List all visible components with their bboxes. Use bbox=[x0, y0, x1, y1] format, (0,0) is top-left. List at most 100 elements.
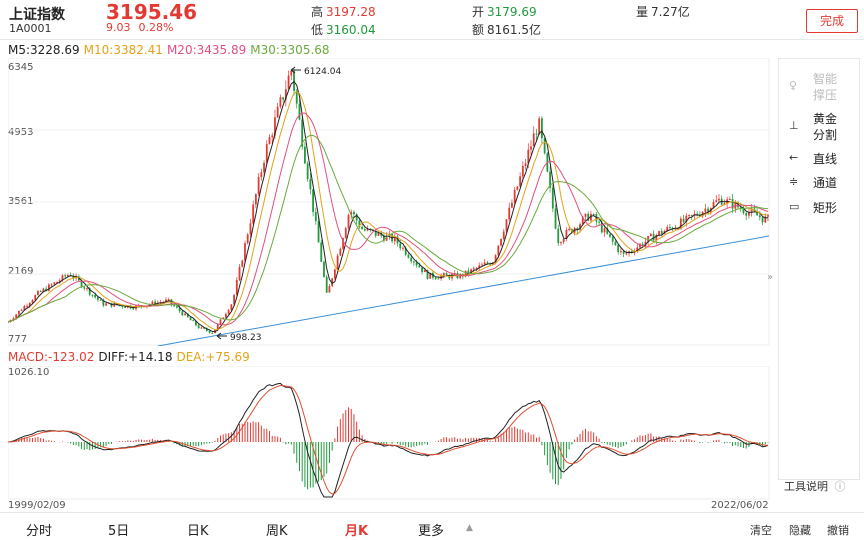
clear-button[interactable]: 清空 bbox=[750, 524, 772, 537]
candle-body bbox=[600, 222, 603, 233]
open-value: 3179.69 bbox=[487, 5, 537, 19]
ma20-line bbox=[8, 112, 769, 326]
current-price: 3195.46 bbox=[106, 0, 198, 24]
candle-body bbox=[86, 288, 88, 290]
candle-body bbox=[333, 269, 336, 279]
candle-body bbox=[644, 241, 647, 246]
candle-body bbox=[42, 288, 45, 292]
ma5-label: M5:3228.69 bbox=[8, 43, 80, 57]
candle-body bbox=[312, 189, 314, 212]
tool-golden-split[interactable]: ⊥ 黄金 分割 bbox=[779, 111, 859, 145]
tool-channel[interactable]: ≑ 通道 bbox=[779, 175, 859, 193]
tool-help-button[interactable]: 工具说明 ⓘ bbox=[784, 478, 846, 494]
ma20-label: M20:3435.89 bbox=[166, 43, 247, 57]
tab-daily-k[interactable]: 日K bbox=[187, 524, 209, 539]
header-divider bbox=[0, 39, 864, 40]
candle-body bbox=[339, 248, 342, 256]
dea-value: DEA:+75.69 bbox=[176, 350, 250, 364]
info-icon: ⓘ bbox=[834, 480, 846, 493]
candle-body bbox=[47, 284, 50, 291]
tab-more[interactable]: 更多 bbox=[418, 524, 445, 539]
candle-body bbox=[96, 297, 99, 300]
tool-label: 智能 bbox=[813, 72, 838, 86]
tab-intraday[interactable]: 分时 bbox=[26, 524, 53, 539]
channel-icon: ≑ bbox=[789, 175, 799, 188]
macd-legend: MACD:-123.02 DIFF:+14.18 DEA:+75.69 bbox=[8, 350, 254, 364]
tool-label: 撑压 bbox=[813, 88, 838, 102]
candle-body bbox=[467, 270, 470, 274]
candle-body bbox=[219, 319, 222, 325]
tab-weekly-k[interactable]: 周K bbox=[266, 524, 288, 539]
candle-body bbox=[184, 313, 186, 316]
candle-body bbox=[620, 251, 622, 253]
candle-body bbox=[331, 278, 334, 287]
done-button[interactable]: 完成 bbox=[806, 9, 858, 33]
candle-body bbox=[233, 294, 235, 305]
undo-button[interactable]: 撤销 bbox=[827, 524, 849, 537]
candle-body bbox=[298, 103, 301, 120]
candle-body bbox=[560, 242, 562, 244]
candle-body bbox=[538, 118, 541, 135]
ma30-line bbox=[8, 134, 769, 323]
ma10-line bbox=[8, 91, 769, 331]
candle-body bbox=[225, 313, 227, 318]
candle-body bbox=[393, 236, 396, 242]
candle-body bbox=[355, 214, 358, 221]
candle-body bbox=[497, 245, 500, 256]
candle-body bbox=[649, 233, 652, 236]
candle-body bbox=[244, 243, 246, 261]
caret-up-icon[interactable]: ▲ bbox=[466, 523, 473, 533]
kline-chart[interactable]: 6124.04 998.23 bbox=[8, 58, 770, 346]
candle-body bbox=[91, 294, 94, 296]
candle-body bbox=[402, 247, 404, 249]
candle-body bbox=[260, 172, 263, 178]
candle-body bbox=[669, 227, 671, 229]
candle-body bbox=[306, 163, 309, 180]
candle-body bbox=[263, 162, 265, 173]
candle-body bbox=[105, 303, 107, 306]
high-value: 3197.28 bbox=[326, 5, 376, 19]
candle-body bbox=[276, 106, 279, 118]
candle-body bbox=[472, 268, 475, 270]
end-date: 2022/06/02 bbox=[711, 500, 769, 511]
candle-body bbox=[121, 305, 124, 307]
trough-annotation: 998.23 bbox=[230, 333, 262, 343]
tab-monthly-k[interactable]: 月K bbox=[345, 524, 369, 539]
candle-body bbox=[64, 275, 67, 277]
candle-body bbox=[647, 235, 650, 242]
candle-body bbox=[383, 235, 385, 241]
candle-body bbox=[448, 274, 451, 279]
candle-body bbox=[731, 199, 734, 209]
candle-body bbox=[750, 208, 753, 213]
candle-body bbox=[404, 247, 407, 255]
start-date: 1999/02/09 bbox=[8, 500, 66, 511]
candle-body bbox=[216, 324, 219, 331]
candle-body bbox=[284, 89, 287, 100]
tool-smart-support[interactable]: ♀ 智能 撑压 bbox=[779, 71, 859, 105]
tool-label: 分割 bbox=[813, 128, 838, 142]
tool-line[interactable]: ← 直线 bbox=[779, 151, 859, 169]
candles-group bbox=[8, 68, 769, 334]
tool-rectangle[interactable]: ▭ 矩形 bbox=[779, 200, 859, 218]
candle-body bbox=[195, 320, 197, 326]
candle-body bbox=[325, 276, 328, 293]
candle-body bbox=[304, 146, 306, 164]
candle-body bbox=[28, 303, 31, 306]
candle-body bbox=[181, 311, 184, 316]
macd-chart[interactable] bbox=[8, 366, 770, 500]
tab-5day[interactable]: 5日 bbox=[108, 524, 130, 539]
candle-body bbox=[358, 220, 361, 227]
candle-body bbox=[622, 251, 625, 254]
open-label: 开 bbox=[472, 5, 485, 19]
candle-body bbox=[704, 208, 707, 213]
expand-panel-icon[interactable]: » bbox=[767, 272, 774, 283]
candle-body bbox=[418, 265, 421, 268]
candle-body bbox=[679, 218, 682, 229]
candle-body bbox=[227, 310, 230, 314]
hide-button[interactable]: 隐藏 bbox=[789, 524, 811, 537]
candle-body bbox=[698, 215, 701, 217]
candle-body bbox=[26, 305, 28, 307]
candle-body bbox=[707, 208, 709, 213]
candle-body bbox=[614, 241, 617, 246]
candle-body bbox=[344, 228, 347, 239]
